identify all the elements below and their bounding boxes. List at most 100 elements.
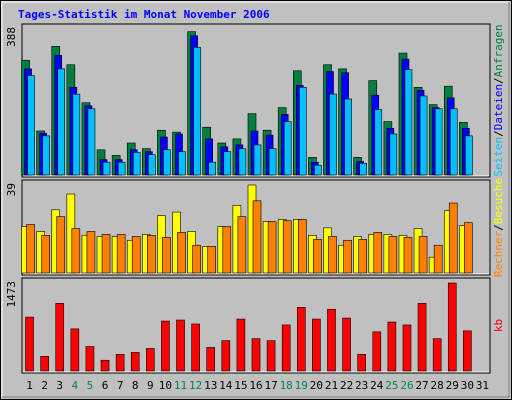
bar <box>25 316 34 372</box>
x-tick-label: 20 <box>310 379 323 392</box>
bar <box>387 321 397 372</box>
bar <box>71 228 81 274</box>
legend-entry: Anfragen <box>492 24 505 77</box>
legend-entry: Rechner <box>492 230 505 277</box>
x-tick-label: 30 <box>461 379 474 392</box>
bar <box>131 236 141 274</box>
bar <box>282 220 292 274</box>
bar <box>374 109 383 176</box>
x-tick-label: 26 <box>400 379 413 392</box>
bar <box>115 354 125 372</box>
bar <box>236 318 246 372</box>
bar <box>191 323 200 372</box>
legend: Seiten/Dateien/Anfragen <box>492 24 505 176</box>
legend-entry: Dateien <box>492 84 505 130</box>
bar <box>147 235 156 274</box>
bar <box>463 330 472 372</box>
x-tick-label: 5 <box>87 379 94 392</box>
bar <box>313 239 322 274</box>
bar <box>56 216 66 274</box>
bar <box>237 216 247 274</box>
bar <box>404 69 413 176</box>
y-tick-label: 1473 <box>5 281 18 308</box>
bar <box>163 149 171 176</box>
bar <box>419 95 428 176</box>
x-tick-label: 10 <box>159 379 172 392</box>
legend-separator: / <box>492 130 505 137</box>
bar <box>447 282 457 372</box>
bar <box>465 135 473 176</box>
x-tick-label: 2 <box>41 379 48 392</box>
x-tick-label: 19 <box>295 379 308 392</box>
bar <box>358 239 367 274</box>
bar <box>148 154 156 176</box>
bar <box>432 338 442 372</box>
x-tick-label: 1 <box>26 379 33 392</box>
x-tick-label: 12 <box>189 379 202 392</box>
bar <box>221 340 231 372</box>
bar <box>417 303 427 372</box>
bar <box>100 359 110 372</box>
bar <box>208 161 217 176</box>
x-tick-label: 13 <box>204 379 217 392</box>
bar <box>402 324 412 372</box>
bar <box>433 244 443 274</box>
bar <box>116 234 126 274</box>
x-tick-label: 18 <box>280 379 293 392</box>
bar <box>41 235 50 274</box>
x-tick-label: 29 <box>446 379 459 392</box>
x-tick-label: 28 <box>431 379 444 392</box>
bar <box>464 222 473 274</box>
bar <box>388 236 398 274</box>
bar <box>177 232 186 274</box>
bar <box>253 144 262 176</box>
legend: kb <box>492 319 505 332</box>
bar <box>161 320 170 372</box>
y-tick-label: 39 <box>5 183 18 196</box>
x-tick-label: 24 <box>370 379 384 392</box>
bar <box>329 93 337 176</box>
bar <box>359 163 367 176</box>
bar <box>342 317 351 372</box>
bar <box>117 161 126 176</box>
bar <box>314 164 322 176</box>
bar <box>296 307 306 372</box>
bar <box>298 87 307 176</box>
bar <box>357 354 366 372</box>
bar <box>72 93 81 176</box>
bar <box>27 75 35 176</box>
x-tick-label: 14 <box>219 379 233 392</box>
x-tick-label: 8 <box>132 379 139 392</box>
bar <box>267 221 277 274</box>
bar <box>403 237 413 274</box>
y-tick-label: 388 <box>5 27 18 47</box>
x-tick-label: 22 <box>340 379 353 392</box>
legend: Rechner/Besuche <box>492 178 505 277</box>
bar <box>26 224 35 274</box>
bar <box>328 236 337 274</box>
bar <box>102 161 111 176</box>
bar <box>42 135 50 176</box>
x-tick-label: 25 <box>385 379 398 392</box>
legend-entry: Besuche <box>492 178 505 224</box>
bar <box>281 324 291 372</box>
bar <box>372 331 382 372</box>
bar <box>40 356 49 372</box>
legend-separator: / <box>492 224 505 231</box>
bar <box>146 348 155 372</box>
bar <box>266 340 276 372</box>
x-tick-label: 21 <box>325 379 338 392</box>
bar <box>418 236 428 274</box>
bar <box>178 151 186 176</box>
bar <box>57 68 66 176</box>
x-tick-label: 4 <box>72 379 79 392</box>
bar <box>176 319 185 372</box>
bar <box>283 121 292 176</box>
x-tick-label: 3 <box>56 379 63 392</box>
bar <box>192 244 201 274</box>
x-tick-label: 16 <box>249 379 262 392</box>
